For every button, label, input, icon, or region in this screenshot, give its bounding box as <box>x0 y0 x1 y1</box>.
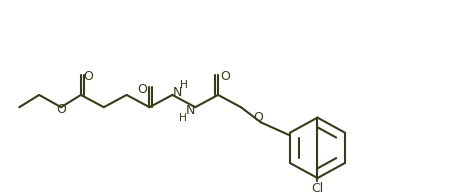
Text: H: H <box>181 80 188 90</box>
Text: Cl: Cl <box>311 182 324 195</box>
Text: O: O <box>220 71 230 83</box>
Text: O: O <box>138 83 148 96</box>
Text: H: H <box>179 113 187 123</box>
Text: N: N <box>173 86 182 99</box>
Text: O: O <box>56 103 66 116</box>
Text: O: O <box>253 111 263 124</box>
Text: N: N <box>186 103 195 117</box>
Text: O: O <box>83 71 93 83</box>
